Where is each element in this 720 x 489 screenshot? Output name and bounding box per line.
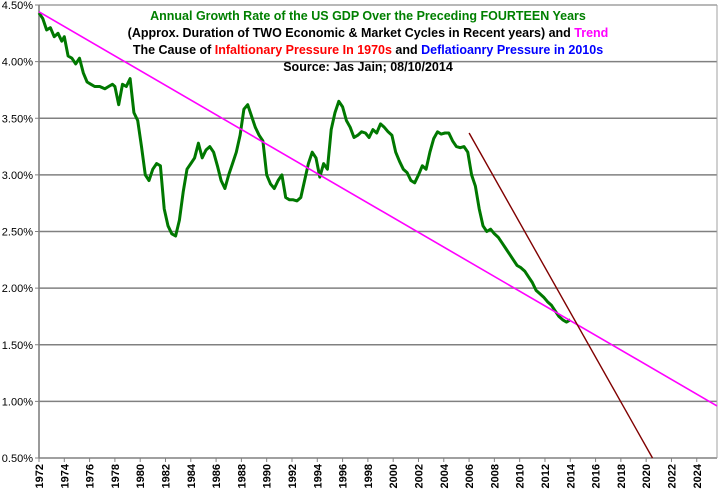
x-tick-label: 2010 <box>515 464 527 488</box>
x-tick-label: 2008 <box>489 464 501 488</box>
y-tick-label: 1.50% <box>2 340 33 352</box>
title-segment: and <box>392 43 421 57</box>
title-line-3: The Cause of Infaltionary Pressure In 19… <box>133 43 603 57</box>
title-segment: The Cause of <box>133 43 215 57</box>
x-tick-label: 2016 <box>591 464 603 488</box>
x-tick-label: 1994 <box>312 463 324 488</box>
y-tick-label: 4.50% <box>2 0 33 12</box>
x-tick-label: 1976 <box>85 464 97 488</box>
title-segment: Infaltionary Pressure In 1970s <box>215 43 392 57</box>
y-tick-label: 2.50% <box>2 227 33 239</box>
y-tick-label: 3.50% <box>2 113 33 125</box>
series-line-recent-decline-trend <box>468 132 654 459</box>
series-line-14-year-annual-gdp-growth-rate <box>37 12 572 324</box>
title-line-2: (Approx. Duration of TWO Economic & Mark… <box>128 26 609 40</box>
title-line-4: Source: Jas Jain; 08/10/2014 <box>283 60 453 74</box>
x-tick-label: 1990 <box>262 464 274 488</box>
x-tick-label: 2006 <box>464 464 476 488</box>
title-line-1: Annual Growth Rate of the US GDP Over th… <box>150 9 586 23</box>
y-tick-label: 3.00% <box>2 170 33 182</box>
x-tick-label: 2022 <box>666 464 678 488</box>
y-tick-label: 0.50% <box>2 453 33 465</box>
y-tick-label: 4.00% <box>2 57 33 69</box>
x-tick-label: 1986 <box>211 464 223 488</box>
title-segment: Annual Growth Rate of the US GDP Over th… <box>150 9 586 23</box>
x-tick-label: 1998 <box>363 464 375 488</box>
x-axis-ticks: 1972 1974 1976 1978 1980 1982 1984 1986 1988 1990… <box>34 458 704 488</box>
x-tick-label: 2004 <box>439 463 451 488</box>
x-tick-label: 1980 <box>135 464 147 488</box>
title-segment: Deflatioanry Pressure in 2010s <box>421 43 603 57</box>
y-tick-label: 1.00% <box>2 396 33 408</box>
title-segment: (Approx. Duration of TWO Economic & Mark… <box>128 26 575 40</box>
x-tick-label: 2024 <box>692 463 704 488</box>
x-tick-label: 1996 <box>338 464 350 488</box>
x-tick-label: 1984 <box>186 463 198 488</box>
title-segment: Trend <box>574 26 608 40</box>
series-layer <box>37 11 718 459</box>
x-tick-label: 2018 <box>616 464 628 488</box>
x-tick-label: 2000 <box>388 464 400 488</box>
y-tick-label: 2.00% <box>2 283 33 295</box>
x-tick-label: 1974 <box>59 463 71 488</box>
x-tick-label: 2012 <box>540 464 552 488</box>
x-tick-label: 2020 <box>641 464 653 488</box>
x-tick-label: 1992 <box>287 464 299 488</box>
title-segment: Source: Jas Jain; 08/10/2014 <box>283 60 453 74</box>
y-axis-ticks: 0.50% 1.00% 1.50% 2.00% 2.50% 3.00% 3.50% 4.00%… <box>2 0 39 465</box>
chart-title: Annual Growth Rate of the US GDP Over th… <box>128 9 609 74</box>
x-tick-label: 1982 <box>160 464 172 488</box>
x-tick-label: 1972 <box>34 464 46 488</box>
series-line-trend <box>38 11 718 407</box>
x-tick-label: 2002 <box>413 464 425 488</box>
x-tick-label: 1988 <box>236 464 248 488</box>
gridlines <box>39 4 717 403</box>
x-tick-label: 1978 <box>110 464 122 488</box>
x-tick-label: 2014 <box>565 463 577 488</box>
